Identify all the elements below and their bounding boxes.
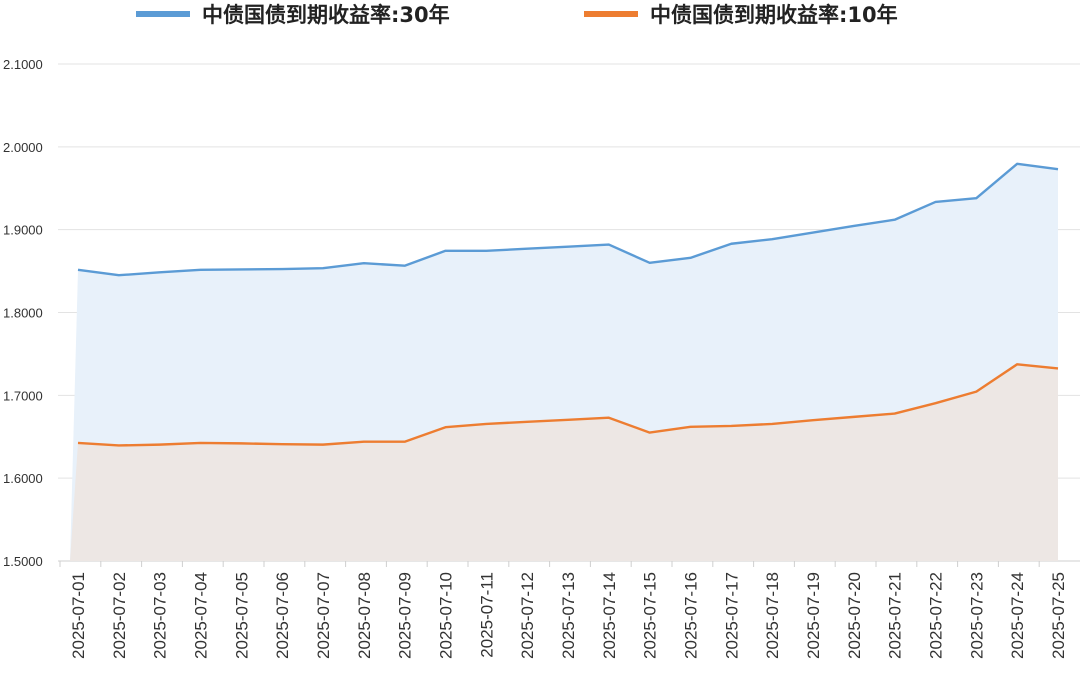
data-point[interactable] bbox=[565, 244, 571, 250]
data-point[interactable] bbox=[361, 260, 367, 266]
data-point[interactable] bbox=[524, 246, 530, 252]
x-tick-label: 2025-07-08 bbox=[355, 572, 374, 659]
data-point[interactable] bbox=[116, 442, 122, 448]
legend-item-10y[interactable]: 中债国债到期收益率:10年 bbox=[584, 0, 898, 28]
x-tick-label: 2025-07-22 bbox=[927, 572, 946, 659]
x-tick-label: 2025-07-03 bbox=[151, 572, 170, 659]
data-point[interactable] bbox=[933, 400, 939, 406]
data-point[interactable] bbox=[688, 255, 694, 261]
x-tick-label: 2025-07-10 bbox=[437, 572, 456, 659]
data-point[interactable] bbox=[647, 430, 653, 436]
data-point[interactable] bbox=[443, 248, 449, 254]
x-tick-label: 2025-07-25 bbox=[1049, 572, 1068, 659]
data-point[interactable] bbox=[361, 439, 367, 445]
data-point[interactable] bbox=[443, 424, 449, 430]
data-point[interactable] bbox=[769, 421, 775, 427]
x-tick-label: 2025-07-17 bbox=[722, 572, 741, 659]
data-point[interactable] bbox=[973, 389, 979, 395]
data-point[interactable] bbox=[769, 236, 775, 242]
x-tick-label: 2025-07-24 bbox=[1008, 572, 1027, 659]
x-tick-label: 2025-07-01 bbox=[69, 572, 88, 659]
data-point[interactable] bbox=[810, 417, 816, 423]
data-point[interactable] bbox=[851, 223, 857, 229]
data-point[interactable] bbox=[157, 442, 163, 448]
data-point[interactable] bbox=[238, 266, 244, 272]
data-point[interactable] bbox=[279, 266, 285, 272]
data-point[interactable] bbox=[892, 217, 898, 223]
x-tick-label: 2025-07-15 bbox=[641, 572, 660, 659]
data-point[interactable] bbox=[320, 442, 326, 448]
data-point[interactable] bbox=[279, 441, 285, 447]
data-point[interactable] bbox=[565, 417, 571, 423]
data-point[interactable] bbox=[1055, 166, 1061, 172]
area-layer bbox=[70, 163, 1058, 562]
data-point[interactable] bbox=[1014, 361, 1020, 367]
x-tick-label: 2025-07-13 bbox=[559, 572, 578, 659]
data-point[interactable] bbox=[75, 267, 81, 273]
data-point[interactable] bbox=[892, 411, 898, 417]
data-point[interactable] bbox=[810, 230, 816, 236]
x-tick-label: 2025-07-23 bbox=[967, 572, 986, 659]
data-point[interactable] bbox=[402, 263, 408, 269]
data-point[interactable] bbox=[238, 440, 244, 446]
legend-item-30y[interactable]: 中债国债到期收益率:30年 bbox=[136, 0, 450, 28]
y-tick-label: 1.5000 bbox=[3, 554, 43, 569]
data-point[interactable] bbox=[728, 423, 734, 429]
y-axis: 1.5000 1.6000 1.7000 1.8000 1.9000 2.0000 2.10… bbox=[3, 57, 43, 569]
y-tick-label: 1.9000 bbox=[3, 223, 43, 238]
legend-swatch-10y bbox=[584, 11, 638, 17]
legend: 中债国债到期收益率:30年 中债国债到期收益率:10年 bbox=[0, 0, 1080, 30]
x-tick-label: 2025-07-06 bbox=[273, 572, 292, 659]
data-point[interactable] bbox=[606, 242, 612, 248]
y-tick-label: 1.6000 bbox=[3, 471, 43, 486]
y-tick-label: 1.7000 bbox=[3, 388, 43, 403]
x-tick-label: 2025-07-04 bbox=[192, 572, 211, 659]
x-tick-label: 2025-07-05 bbox=[232, 572, 251, 659]
x-tick-label: 2025-07-07 bbox=[314, 572, 333, 659]
x-tick-label: 2025-07-09 bbox=[396, 572, 415, 659]
y-tick-label: 2.1000 bbox=[3, 57, 43, 72]
data-point[interactable] bbox=[116, 272, 122, 278]
x-axis: 2025-07-01 2025-07-02 2025-07-03 2025-07-04… bbox=[59, 561, 1068, 659]
legend-label-30y: 中债国债到期收益率:30年 bbox=[202, 3, 450, 27]
series-line-1[interactable] bbox=[77, 363, 1059, 447]
y-tick-label: 2.0000 bbox=[3, 140, 43, 155]
data-point[interactable] bbox=[198, 440, 204, 446]
data-point[interactable] bbox=[851, 414, 857, 420]
data-point[interactable] bbox=[606, 415, 612, 421]
x-tick-label: 2025-07-11 bbox=[477, 572, 496, 658]
y-tick-label: 1.8000 bbox=[3, 306, 43, 321]
x-tick-label: 2025-07-12 bbox=[518, 572, 537, 659]
data-point[interactable] bbox=[483, 421, 489, 427]
data-point[interactable] bbox=[75, 440, 81, 446]
x-tick-label: 2025-07-14 bbox=[600, 572, 619, 659]
x-tick-label: 2025-07-16 bbox=[682, 572, 701, 659]
data-point[interactable] bbox=[728, 241, 734, 247]
x-tick-label: 2025-07-19 bbox=[804, 572, 823, 659]
data-point[interactable] bbox=[483, 248, 489, 254]
data-point[interactable] bbox=[1055, 365, 1061, 371]
legend-label-10y: 中债国债到期收益率:10年 bbox=[650, 3, 898, 27]
legend-swatch-30y bbox=[136, 11, 190, 17]
data-point[interactable] bbox=[524, 419, 530, 425]
data-point[interactable] bbox=[1014, 161, 1020, 167]
data-point[interactable] bbox=[647, 260, 653, 266]
series-line-0[interactable] bbox=[77, 162, 1059, 277]
data-point[interactable] bbox=[688, 424, 694, 430]
data-point[interactable] bbox=[320, 265, 326, 271]
data-point[interactable] bbox=[402, 439, 408, 445]
x-tick-label: 2025-07-18 bbox=[763, 572, 782, 659]
data-point[interactable] bbox=[198, 267, 204, 273]
x-tick-label: 2025-07-20 bbox=[845, 572, 864, 659]
x-tick-label: 2025-07-21 bbox=[886, 572, 905, 659]
series-area-1 bbox=[70, 364, 1058, 561]
x-tick-label: 2025-07-02 bbox=[110, 572, 129, 659]
data-point[interactable] bbox=[157, 269, 163, 275]
line-layer bbox=[75, 161, 1061, 448]
data-point[interactable] bbox=[933, 199, 939, 205]
data-point[interactable] bbox=[973, 195, 979, 201]
